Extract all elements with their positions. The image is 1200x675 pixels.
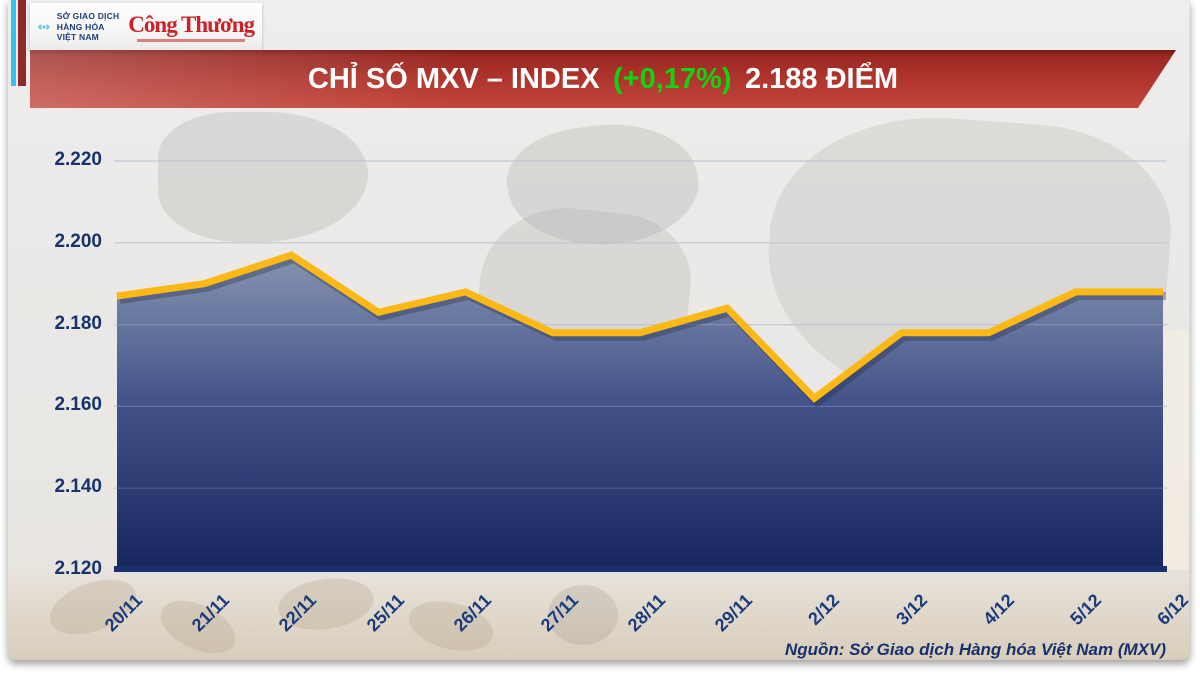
title-banner: CHỈ SỐ MXV – INDEX (+0,17%) 2.188 ĐIỂM (30, 50, 1176, 108)
mxv-logo-icon (38, 24, 50, 30)
index-line-layer (116, 251, 1166, 408)
y-axis-label: 2.180 (54, 312, 102, 334)
index-series (117, 255, 1163, 570)
mxv-logo-text: SỞ GIAO DỊCH HÀNG HÓA VIỆT NAM (57, 11, 120, 43)
banner-title: CHỈ SỐ MXV – INDEX (307, 63, 600, 95)
x-axis-line (114, 566, 1167, 572)
logo-bar: SỞ GIAO DỊCH HÀNG HÓA VIỆT NAM Công Thươ… (30, 3, 262, 51)
congthuong-tagline-bar (137, 38, 246, 42)
y-axis-label: 2.140 (54, 476, 102, 498)
source-credit: Nguồn: Sở Giao dịch Hàng hóa Việt Nam (M… (784, 640, 1166, 659)
banner-change-percent: (+0,17%) (613, 63, 732, 95)
grid-lines-overlay (114, 160, 1167, 489)
mxv-logo-line-3: VIỆT NAM (56, 32, 99, 43)
banner-index-value: 2.188 ĐIỂM (744, 63, 899, 95)
y-axis-label: 2.220 (54, 149, 102, 170)
congthuong-logo-text: Công Thương (128, 11, 255, 37)
left-accent-stripe-cyan (11, 0, 16, 86)
y-axis-label: 2.120 (54, 558, 102, 579)
congthuong-logo: Công Thương (128, 11, 255, 42)
left-accent-stripe-red (18, 0, 26, 86)
mxv-logo-dot (43, 26, 45, 28)
index-line (116, 251, 1163, 403)
y-axis-label: 2.160 (54, 394, 102, 416)
area-fill (117, 255, 1163, 570)
y-axis-label: 2.200 (54, 230, 102, 252)
mxv-logo-line-2: HÀNG HÓA (56, 21, 105, 32)
mxv-logo-line-1: SỞ GIAO DỊCH (56, 11, 120, 22)
